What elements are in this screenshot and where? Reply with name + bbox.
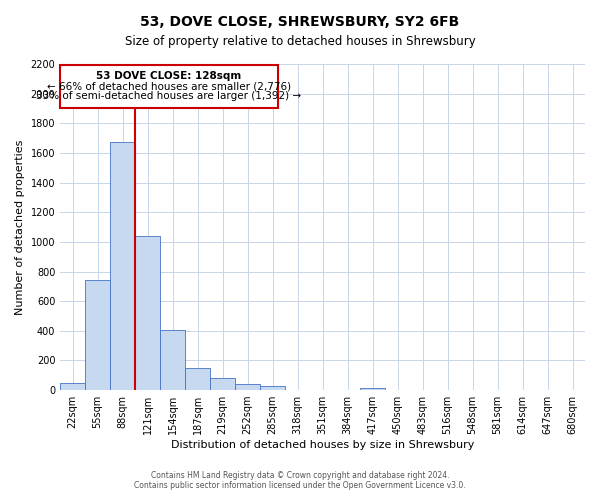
FancyBboxPatch shape — [60, 64, 278, 108]
X-axis label: Distribution of detached houses by size in Shrewsbury: Distribution of detached houses by size … — [171, 440, 474, 450]
Bar — [185, 368, 210, 390]
Text: 53, DOVE CLOSE, SHREWSBURY, SY2 6FB: 53, DOVE CLOSE, SHREWSBURY, SY2 6FB — [140, 15, 460, 29]
Bar — [260, 386, 285, 390]
Text: 53 DOVE CLOSE: 128sqm: 53 DOVE CLOSE: 128sqm — [96, 72, 242, 82]
Y-axis label: Number of detached properties: Number of detached properties — [15, 140, 25, 314]
Bar — [85, 280, 110, 390]
Text: Size of property relative to detached houses in Shrewsbury: Size of property relative to detached ho… — [125, 35, 475, 48]
Bar — [60, 382, 85, 390]
Bar — [360, 388, 385, 390]
Text: 33% of semi-detached houses are larger (1,392) →: 33% of semi-detached houses are larger (… — [37, 92, 301, 102]
Text: Contains HM Land Registry data © Crown copyright and database right 2024.
Contai: Contains HM Land Registry data © Crown c… — [134, 470, 466, 490]
Bar — [110, 142, 135, 390]
Bar — [135, 236, 160, 390]
Bar — [210, 378, 235, 390]
Text: ← 66% of detached houses are smaller (2,776): ← 66% of detached houses are smaller (2,… — [47, 82, 291, 92]
Bar — [160, 330, 185, 390]
Bar — [235, 384, 260, 390]
